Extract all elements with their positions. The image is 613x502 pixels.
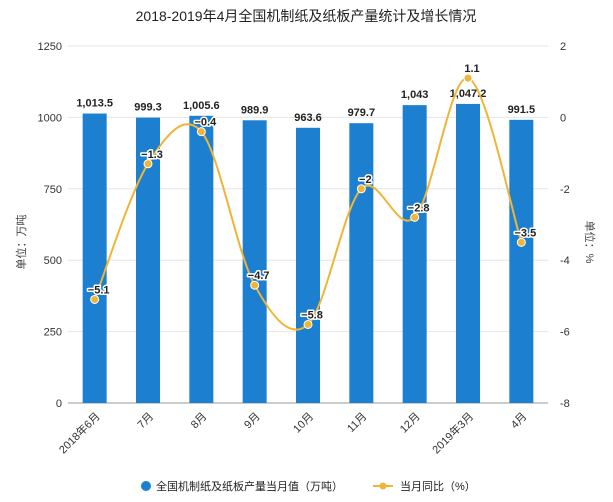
y-tick-label: 0 <box>56 398 62 410</box>
y2-tick-label: -4 <box>560 255 570 267</box>
y2-axis-title: 单位：% <box>583 221 597 264</box>
right-axis: -8 -6 -4 -2 0 2 <box>560 41 570 410</box>
bar-value-label: 1,005.6 <box>183 100 220 112</box>
y2-tick-label: -2 <box>560 184 570 196</box>
bar <box>509 119 534 403</box>
line-value-label: −5.1 <box>88 284 110 296</box>
bar <box>82 113 107 403</box>
legend: 全国机制纸及纸板产量当月值（万吨） 当月同比（%） <box>141 479 476 493</box>
line-value-label: −3.5 <box>514 227 536 239</box>
bar-value-label: 963.6 <box>294 112 322 124</box>
line-value-label: 1.1 <box>464 63 479 75</box>
line-point <box>356 184 366 194</box>
bar-value-label: 989.9 <box>241 104 269 116</box>
bar-value-label: 1,013.5 <box>76 98 113 110</box>
line-value-label: −2 <box>359 174 372 186</box>
line-value-label: −5.8 <box>301 309 323 321</box>
bar-value-label: 999.3 <box>134 102 162 114</box>
bar-value-label: 991.5 <box>508 104 536 116</box>
legend-bar-label: 全国机制纸及纸板产量当月值（万吨） <box>156 479 343 493</box>
line-point <box>143 159 153 169</box>
y-tick-label: 1250 <box>38 41 62 53</box>
line-point <box>196 127 206 137</box>
line-path <box>93 77 523 331</box>
chart-title: 2018-2019年4月全国机制纸及纸板产量统计及增长情况 <box>136 8 477 24</box>
x-axis: 2018年6月 7月 8月 9月 10月 11月 12月 2019年3月 4月 <box>56 409 530 456</box>
y-tick-label: 750 <box>44 184 62 196</box>
y2-tick-label: 0 <box>560 112 566 124</box>
y-tick-label: 250 <box>44 327 62 339</box>
y2-tick-label: 2 <box>560 41 566 53</box>
bar-value-label: 1,043 <box>401 89 429 101</box>
line-value-label: −0.4 <box>194 117 217 129</box>
y2-tick-label: -6 <box>560 327 570 339</box>
x-tick-label: 10月 <box>291 411 316 436</box>
line-point <box>463 73 473 83</box>
bar <box>189 115 214 404</box>
y-tick-label: 500 <box>44 255 62 267</box>
legend-line-label: 当月同比（%） <box>400 479 476 493</box>
x-tick-label: 4月 <box>509 411 530 432</box>
bar <box>242 120 267 404</box>
bar <box>296 127 320 403</box>
y2-tick-label: -8 <box>560 398 570 410</box>
bar <box>402 105 427 403</box>
line-point <box>410 212 420 222</box>
x-tick-label: 11月 <box>345 411 369 435</box>
bar <box>349 123 374 403</box>
line-value-label: −2.8 <box>408 202 430 214</box>
y-axis-title: 单位：万吨 <box>14 215 28 270</box>
line-value-label: −4.7 <box>248 270 270 282</box>
x-tick-label: 9月 <box>242 411 263 432</box>
line-point <box>303 319 313 329</box>
x-tick-label: 12月 <box>398 411 423 436</box>
bar-value-label: 979.7 <box>348 107 376 119</box>
x-tick-label: 8月 <box>189 411 210 432</box>
x-tick-label: 7月 <box>136 411 157 432</box>
left-axis: 0 250 500 750 1000 1250 <box>38 41 62 410</box>
line-data-labels: −5.1 −1.3 −0.4 −4.7 −5.8 −2 −2.8 1.1 −3.5 <box>86 62 537 323</box>
bar <box>456 103 480 403</box>
line-point <box>516 237 526 247</box>
legend-line-dot <box>379 482 387 490</box>
line-series <box>90 73 526 331</box>
line-point <box>90 294 100 304</box>
legend-bar-marker <box>141 481 151 491</box>
y-tick-label: 1000 <box>38 112 62 124</box>
line-point <box>250 280 260 290</box>
x-tick-label: 2019年3月 <box>429 409 476 456</box>
x-tick-label: 2018年6月 <box>56 409 103 456</box>
line-value-label: −1.3 <box>141 149 163 161</box>
